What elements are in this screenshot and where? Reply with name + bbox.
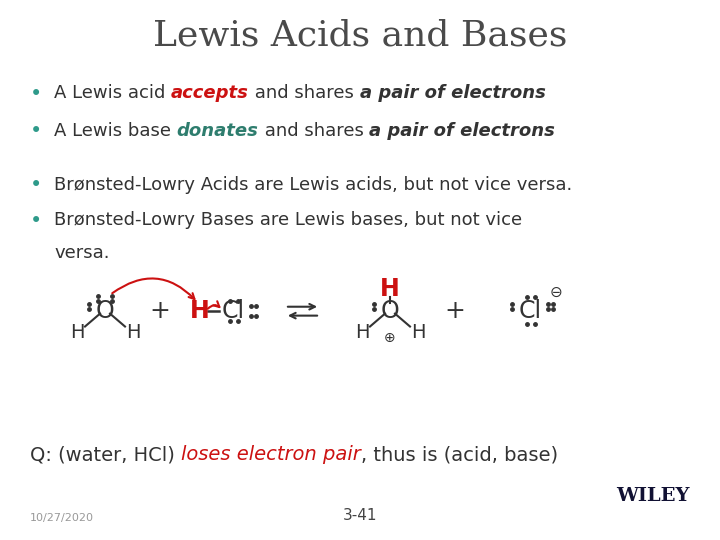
Text: •: • [30, 84, 42, 104]
Text: Q: (water, HCl): Q: (water, HCl) [30, 446, 181, 464]
Text: H: H [70, 323, 84, 342]
Text: loses electron pair: loses electron pair [181, 446, 361, 464]
Text: H: H [126, 323, 140, 342]
Text: H: H [355, 323, 369, 342]
Text: O: O [96, 299, 114, 323]
Text: , thus is (acid, base): , thus is (acid, base) [361, 446, 558, 464]
Text: Lewis Acids and Bases: Lewis Acids and Bases [153, 19, 567, 53]
Text: 3-41: 3-41 [343, 508, 377, 523]
Text: 10/27/2020: 10/27/2020 [30, 512, 94, 523]
Text: a pair of electrons: a pair of electrons [369, 122, 555, 139]
Text: and shares: and shares [249, 84, 359, 102]
Text: •: • [30, 176, 42, 195]
Text: donates: donates [176, 122, 258, 139]
Text: A Lewis acid: A Lewis acid [54, 84, 171, 102]
Text: a pair of electrons: a pair of electrons [359, 84, 546, 102]
Text: ⊖: ⊖ [549, 285, 562, 300]
Text: H: H [380, 277, 400, 301]
Text: +: + [150, 299, 171, 323]
Text: •: • [30, 211, 42, 231]
Text: Cl: Cl [222, 299, 245, 323]
Text: and shares: and shares [258, 122, 369, 139]
Text: WILEY: WILEY [616, 487, 690, 505]
Text: versa.: versa. [54, 244, 109, 262]
Text: H: H [190, 299, 210, 323]
Text: Cl: Cl [518, 299, 541, 323]
Text: +: + [444, 299, 465, 323]
Text: ⊕: ⊕ [384, 332, 396, 346]
Text: •: • [30, 122, 42, 141]
Text: Brønsted-Lowry Acids are Lewis acids, but not vice versa.: Brønsted-Lowry Acids are Lewis acids, bu… [54, 176, 572, 193]
Text: H: H [410, 323, 426, 342]
Text: O: O [381, 299, 400, 323]
Text: accepts: accepts [171, 84, 249, 102]
FancyArrowPatch shape [112, 279, 194, 299]
Text: A Lewis base: A Lewis base [54, 122, 176, 139]
FancyArrowPatch shape [208, 301, 220, 309]
Text: Brønsted-Lowry Bases are Lewis bases, but not vice: Brønsted-Lowry Bases are Lewis bases, bu… [54, 211, 522, 228]
